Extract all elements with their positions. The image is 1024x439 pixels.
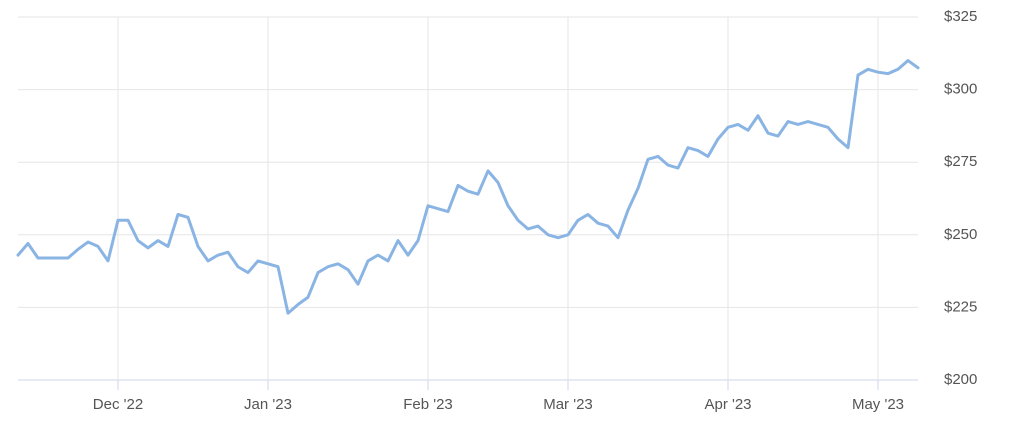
y-tick-label: $250 (944, 226, 977, 243)
x-tick-label: May '23 (852, 396, 904, 413)
x-tick-label: Dec '22 (93, 396, 143, 413)
y-tick-label: $275 (944, 153, 977, 170)
x-tick-label: Feb '23 (403, 396, 453, 413)
y-tick-label: $225 (944, 298, 977, 315)
price-line (16, 59, 920, 315)
x-tick-label: Mar '23 (543, 396, 593, 413)
y-tick-label: $325 (944, 8, 977, 25)
x-tick-label: Apr '23 (704, 396, 751, 413)
x-tick-label: Jan '23 (244, 396, 292, 413)
y-tick-label: $300 (944, 81, 977, 98)
y-tick-label: $200 (944, 371, 977, 388)
